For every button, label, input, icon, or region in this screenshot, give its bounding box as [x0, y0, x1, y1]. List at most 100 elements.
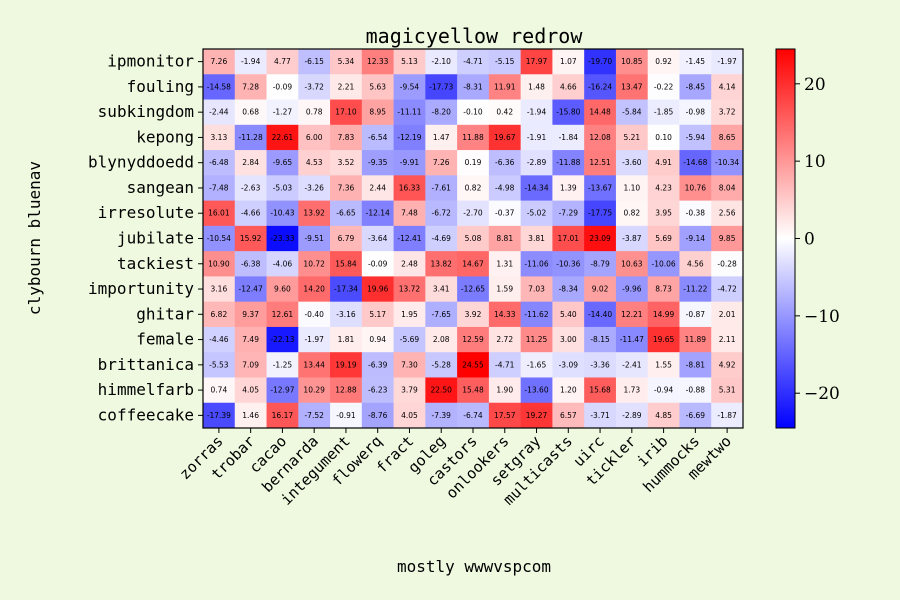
cell-value-label: 7.26	[211, 57, 228, 66]
y-tick-label: sangean	[127, 178, 194, 197]
cell-value-label: 0.10	[655, 133, 672, 142]
cell-value-label: -11.62	[524, 310, 548, 319]
cell-value-label: -3.87	[622, 234, 642, 243]
cell-value-label: -6.23	[368, 386, 388, 395]
heatmap-cell	[203, 402, 236, 429]
cell-value-label: -5.84	[622, 108, 642, 117]
cell-value-label: 11.88	[462, 133, 484, 142]
heatmap-cell	[234, 402, 267, 429]
heatmap-cell	[393, 301, 426, 328]
cell-value-label: 4.92	[719, 360, 736, 369]
cell-value-label: -1.27	[273, 108, 293, 117]
cell-value-label: 12.08	[589, 133, 611, 142]
cell-value-label: 17.57	[494, 411, 516, 420]
heatmap-cell	[647, 99, 680, 126]
heatmap-cell	[298, 276, 331, 303]
heatmap-cell	[425, 251, 458, 277]
cell-value-label: 3.13	[211, 133, 228, 142]
heatmap-cell	[457, 301, 490, 328]
cell-value-label: 13.44	[303, 360, 325, 369]
y-tick-label: himmelfarb	[98, 380, 194, 399]
heatmap-cell	[298, 377, 331, 404]
cell-value-label: -11.22	[683, 285, 707, 294]
heatmap-cell	[298, 326, 331, 353]
cell-value-label: 16.01	[208, 209, 230, 218]
cell-value-label: 10.76	[685, 183, 707, 192]
heatmap-cell	[425, 352, 458, 378]
heatmap-cell	[679, 402, 712, 429]
cell-value-label: -0.88	[686, 386, 706, 395]
heatmap-cell	[234, 377, 267, 404]
cell-value-label: -11.11	[397, 108, 421, 117]
heatmap-cells	[203, 49, 744, 429]
cell-value-label: 13.82	[430, 259, 452, 268]
heatmap-cell	[425, 301, 458, 328]
heatmap-cell	[552, 251, 585, 277]
heatmap-cell	[552, 402, 585, 429]
cell-value-label: 2.56	[719, 209, 736, 218]
cell-value-label: 1.10	[623, 183, 640, 192]
cell-value-label: -0.87	[686, 310, 706, 319]
cell-value-label: -8.15	[590, 335, 610, 344]
y-tick-label: coffeecake	[98, 405, 194, 424]
cell-value-label: 19.65	[653, 335, 675, 344]
cell-value-label: 15.48	[462, 386, 484, 395]
heatmap-cell	[647, 326, 680, 353]
heatmap-cell	[679, 301, 712, 328]
cell-value-label: -9.91	[400, 158, 420, 167]
cell-value-label: 19.19	[335, 360, 357, 369]
heatmap-cell	[647, 150, 680, 176]
heatmap-cell	[584, 326, 617, 353]
cell-value-label: -2.41	[622, 360, 642, 369]
cell-value-label: 10.29	[303, 386, 325, 395]
heatmap-cell	[266, 49, 299, 75]
cell-value-label: -8.20	[432, 108, 452, 117]
heatmap-cell	[330, 99, 363, 126]
cell-value-label: 0.74	[211, 386, 228, 395]
cell-value-label: 1.20	[560, 386, 577, 395]
heatmap-cell	[552, 99, 585, 126]
cell-value-label: 5.40	[560, 310, 577, 319]
cell-value-label: 7.49	[242, 335, 259, 344]
cell-value-label: -17.73	[429, 82, 453, 91]
cell-value-label: 10.72	[303, 259, 325, 268]
cell-value-label: 3.72	[719, 108, 736, 117]
cell-value-label: 0.42	[496, 108, 513, 117]
heatmap-cell	[298, 175, 331, 201]
cell-value-label: 4.66	[560, 82, 577, 91]
heatmap-cell	[330, 150, 363, 176]
cell-value-label: 15.84	[335, 259, 357, 268]
heatmap-cell	[711, 251, 744, 277]
cell-value-label: 12.59	[462, 335, 484, 344]
cell-value-label: 2.48	[401, 259, 418, 268]
cell-value-label: 5.34	[338, 57, 355, 66]
cell-value-label: 5.69	[655, 234, 672, 243]
heatmap-cell	[330, 377, 363, 404]
heatmap-cell	[393, 175, 426, 201]
heatmap-cell	[457, 326, 490, 353]
heatmap-cell	[647, 402, 680, 429]
cell-value-label: -6.54	[368, 133, 388, 142]
heatmap-cell	[647, 200, 680, 227]
cell-value-label: -0.94	[654, 386, 674, 395]
cell-value-label: -6.69	[686, 411, 706, 420]
heatmap-cell	[330, 276, 363, 303]
heatmap-cell	[647, 377, 680, 404]
cell-value-label: -14.40	[588, 310, 612, 319]
y-tick-label: fouling	[127, 77, 194, 96]
cell-value-label: -8.81	[686, 360, 706, 369]
heatmap-cell	[234, 74, 267, 100]
cell-value-label: -10.34	[715, 158, 739, 167]
heatmap-cell	[711, 301, 744, 328]
cell-value-label: -4.66	[241, 209, 261, 218]
cell-value-label: -0.40	[304, 310, 324, 319]
colorbar-tick-label: −20	[804, 384, 840, 404]
heatmap-cell	[425, 49, 458, 75]
heatmap-cell	[330, 251, 363, 277]
heatmap-cell	[298, 251, 331, 277]
cell-value-label: 0.82	[465, 183, 482, 192]
cell-value-label: 12.51	[589, 158, 611, 167]
heatmap-cell	[203, 352, 236, 378]
heatmap-cell	[520, 301, 553, 328]
cell-value-label: -9.14	[686, 234, 706, 243]
